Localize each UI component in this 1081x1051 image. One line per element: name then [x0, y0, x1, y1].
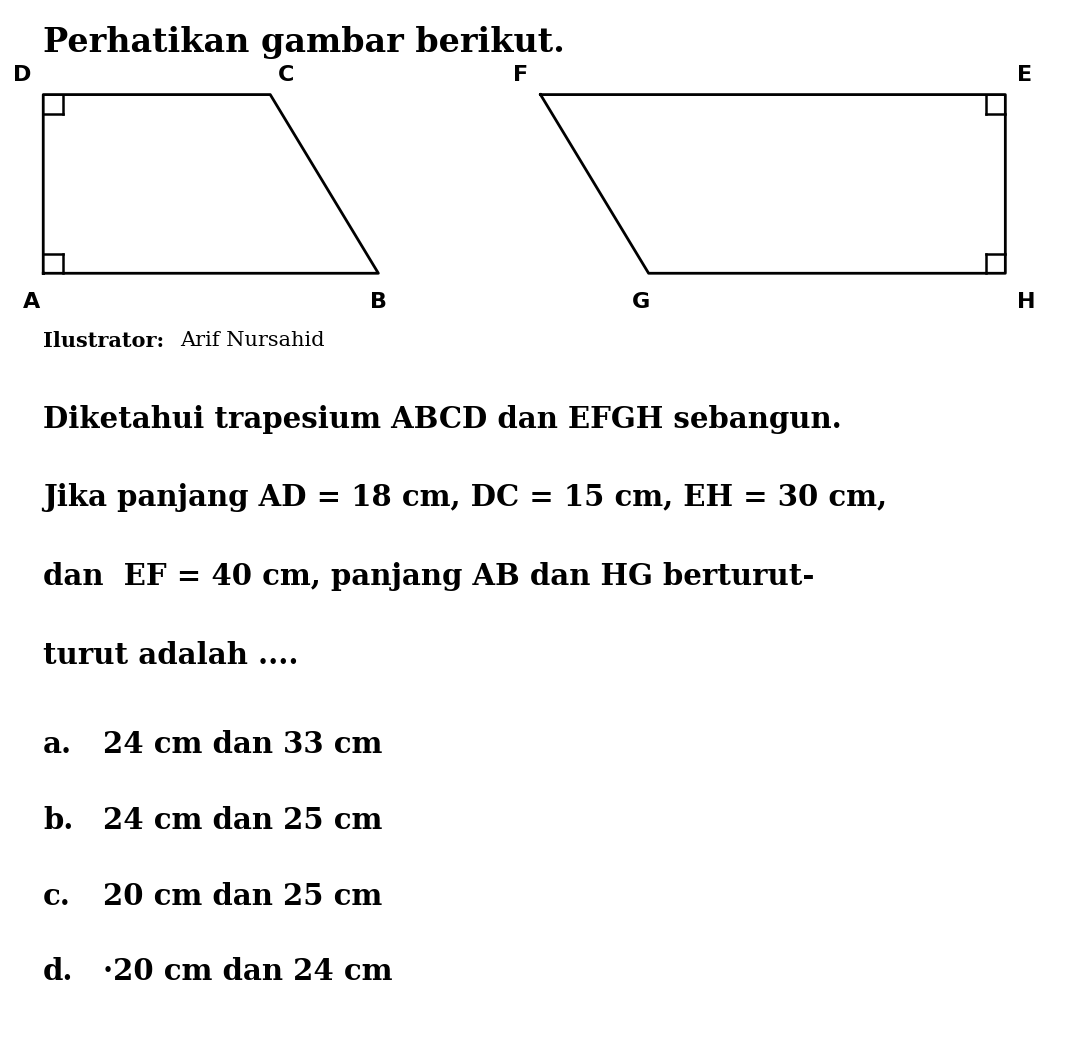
Text: D: D — [13, 65, 31, 85]
Text: Perhatikan gambar berikut.: Perhatikan gambar berikut. — [43, 26, 565, 59]
Text: 24 cm dan 25 cm: 24 cm dan 25 cm — [103, 806, 382, 836]
Text: Arif Nursahid: Arif Nursahid — [179, 331, 324, 350]
Text: 24 cm dan 33 cm: 24 cm dan 33 cm — [103, 730, 382, 760]
Text: E: E — [1017, 65, 1032, 85]
Text: a.: a. — [43, 730, 72, 760]
Text: Jika panjang AD = 18 cm, DC = 15 cm, EH = 30 cm,: Jika panjang AD = 18 cm, DC = 15 cm, EH … — [43, 483, 888, 513]
Text: C: C — [278, 65, 294, 85]
Text: dan  EF = 40 cm, panjang AB dan HG berturut-: dan EF = 40 cm, panjang AB dan HG bertur… — [43, 562, 815, 592]
Text: F: F — [513, 65, 529, 85]
Text: Ilustrator:: Ilustrator: — [43, 331, 164, 351]
Text: c.: c. — [43, 882, 71, 911]
Text: ·20 cm dan 24 cm: ·20 cm dan 24 cm — [103, 957, 392, 987]
Text: A: A — [23, 292, 40, 312]
Text: G: G — [632, 292, 651, 312]
Text: turut adalah ....: turut adalah .... — [43, 641, 298, 671]
Text: B: B — [370, 292, 387, 312]
Text: 20 cm dan 25 cm: 20 cm dan 25 cm — [103, 882, 382, 911]
Text: d.: d. — [43, 957, 74, 987]
Text: H: H — [1017, 292, 1036, 312]
Text: b.: b. — [43, 806, 74, 836]
Text: Diketahui trapesium ABCD dan EFGH sebangun.: Diketahui trapesium ABCD dan EFGH sebang… — [43, 405, 842, 434]
